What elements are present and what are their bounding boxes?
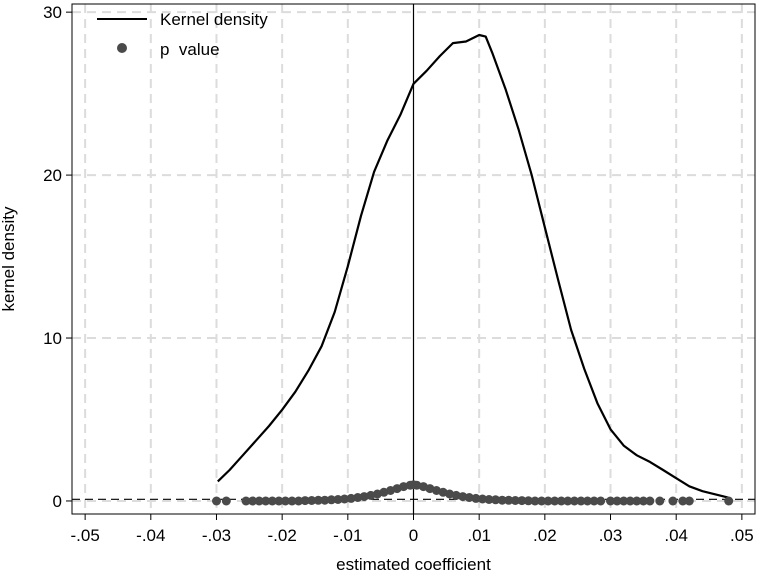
y-tick-label: 20 (43, 166, 62, 185)
legend-label-p-value: p value (160, 40, 220, 59)
p-value-point (248, 496, 258, 506)
p-value-point (274, 496, 284, 506)
x-tick-label: .05 (730, 526, 754, 545)
x-tick-label: .02 (533, 526, 557, 545)
x-tick-label: -.03 (202, 526, 231, 545)
p-value-point (280, 496, 290, 506)
series-layer (212, 33, 734, 506)
y-tick-label: 30 (43, 3, 62, 22)
p-value-point (523, 496, 533, 506)
p-value-point (261, 496, 271, 506)
x-axis-title: estimated coefficient (336, 555, 491, 574)
x-tick-label: 0 (409, 526, 418, 545)
p-value-point (612, 496, 622, 506)
x-tick-label: -.05 (70, 526, 99, 545)
kernel-density-line (217, 33, 729, 499)
y-tick-label: 10 (43, 329, 62, 348)
p-value-point (724, 496, 734, 506)
p-value-point (478, 494, 487, 504)
p-value-point (320, 495, 330, 505)
p-value-point (638, 496, 648, 506)
p-value-point (497, 495, 507, 505)
p-value-point (569, 496, 579, 506)
p-value-point (684, 496, 694, 506)
x-tick-label: .04 (664, 526, 688, 545)
x-tick-label: .03 (599, 526, 623, 545)
p-value-point (668, 496, 678, 506)
y-axis-title: kernel density (0, 206, 18, 311)
p-value-point (267, 496, 277, 506)
p-value-point (583, 496, 592, 506)
p-value-point (589, 496, 599, 506)
p-value-point (254, 496, 264, 506)
p-value-point (530, 496, 540, 506)
x-tick-label: -.04 (136, 526, 165, 545)
p-value-point (543, 496, 553, 506)
x-axis: -.05 -.04 -.03 -.02 -.01 0 .01 .02 .03 .04 .05 (70, 514, 754, 545)
p-value-point (300, 496, 310, 506)
p-value-point (333, 495, 343, 504)
p-value-point (517, 496, 527, 506)
p-value-point (576, 496, 586, 506)
legend: Kernel density p value (97, 10, 268, 59)
p-value-point (212, 496, 221, 506)
p-value-point (632, 496, 642, 506)
x-tick-label: .01 (467, 526, 491, 545)
p-value-point (625, 496, 635, 506)
p-value-point (645, 496, 655, 506)
p-value-point (313, 495, 323, 505)
p-value-point (346, 493, 356, 503)
p-value-point (340, 494, 349, 504)
p-value-point (619, 496, 629, 506)
p-value-point (596, 496, 606, 506)
p-value-point (556, 496, 566, 506)
p-value-point (464, 493, 474, 502)
p-value-point (294, 496, 304, 506)
p-value-point (491, 495, 501, 505)
p-value-point (563, 496, 573, 506)
p-value-point (655, 496, 665, 506)
p-value-point (550, 496, 560, 506)
p-value-point (471, 493, 481, 503)
p-value-point (241, 496, 251, 506)
p-value-point (326, 495, 336, 505)
p-value-point (221, 496, 231, 506)
p-value-point (484, 495, 494, 504)
reference-lines (72, 4, 755, 514)
x-tick-label: -.02 (268, 526, 297, 545)
legend-label-kernel-density: Kernel density (160, 10, 268, 29)
p-value-point (287, 496, 297, 506)
legend-dot-swatch (117, 43, 127, 53)
p-value-point (537, 496, 547, 506)
p-value-point (307, 496, 317, 505)
p-value-point (678, 496, 688, 506)
p-value-point (504, 495, 514, 505)
y-axis: 0 10 20 30 (43, 3, 72, 511)
p-value-point (510, 496, 520, 505)
p-value-point (606, 496, 615, 506)
x-tick-label: -.01 (333, 526, 362, 545)
y-tick-label: 0 (53, 492, 62, 511)
